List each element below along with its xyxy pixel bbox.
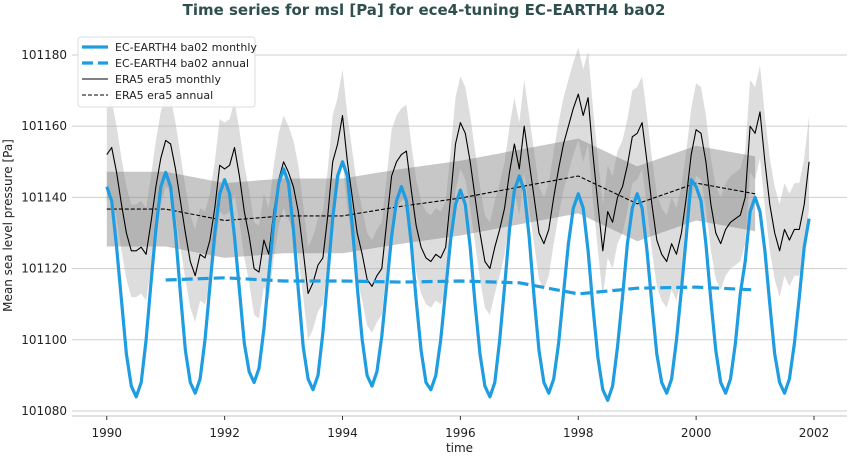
era5-annual-spread-band [106,138,756,258]
y-tick-label: 101180 [21,48,67,62]
x-tick-label: 1994 [327,426,358,440]
y-tick-label: 101120 [21,262,67,276]
y-axis-label: Mean sea level pressure [Pa] [1,139,15,312]
series-line-ec-earth4-ba02-monthly [105,160,811,402]
x-axis-label: time [446,441,473,455]
legend-entry: EC-EARTH4 ba02 monthly [115,41,257,54]
legend-entry: ERA5 era5 annual [115,89,213,102]
y-tick-label: 101080 [21,404,67,418]
x-tick-label: 1992 [209,426,240,440]
legend-entry: EC-EARTH4 ba02 annual [115,57,249,70]
x-tick-label: 2002 [799,426,830,440]
legend: EC-EARTH4 ba02 monthly EC-EARTH4 ba02 ann… [77,36,257,108]
era5-monthly-spread-band [106,47,810,340]
x-tick-label: 1990 [91,426,122,440]
x-tick-label: 1996 [445,426,476,440]
series-line-ec-earth4-ba02-annual [165,276,756,296]
x-tick-label: 1998 [563,426,594,440]
y-tick-label: 101100 [21,333,67,347]
series-line-era5-era5-monthly [106,93,810,295]
y-tick-label: 101140 [21,190,67,204]
chart-title: Time series for msl [Pa] for ece4-tuning… [182,1,666,19]
legend-entry: ERA5 era5 monthly [115,73,221,86]
x-tick-label: 2000 [681,426,712,440]
y-tick-label: 101160 [21,119,67,133]
series-line-era5-era5-annual [106,175,756,222]
legend-box [77,36,256,108]
